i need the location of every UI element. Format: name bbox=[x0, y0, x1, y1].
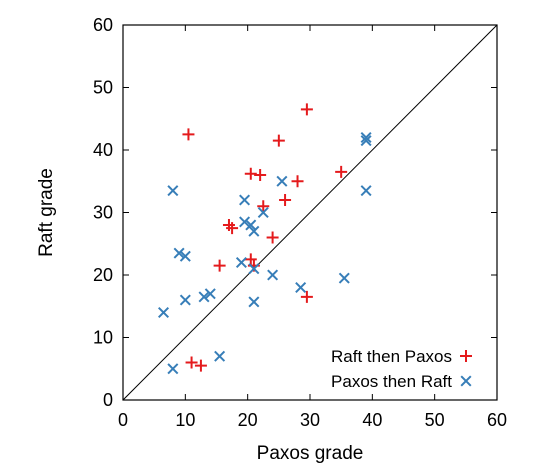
x-tick-label: 20 bbox=[238, 410, 258, 430]
data-point-raft-then-paxos bbox=[222, 219, 235, 231]
data-point-raft-then-paxos bbox=[194, 359, 207, 372]
data-point-raft-then-paxos bbox=[244, 167, 257, 180]
x-stroke-b bbox=[167, 185, 179, 197]
y-tick-label: 50 bbox=[93, 78, 113, 98]
legend-marker-glyph bbox=[460, 375, 472, 387]
data-point-raft-then-paxos bbox=[254, 169, 267, 181]
data-point-paxos-then-raft bbox=[239, 216, 251, 228]
data-point-paxos-then-raft bbox=[204, 288, 216, 300]
data-point-raft-then-paxos bbox=[300, 290, 313, 303]
data-point-paxos-then-raft bbox=[267, 269, 279, 281]
data-point-paxos-then-raft bbox=[198, 291, 210, 303]
legend-label-paxos-then-raft: Paxos then Raft bbox=[331, 372, 452, 391]
y-tick-label: 10 bbox=[93, 328, 113, 348]
data-point-raft-then-paxos bbox=[291, 175, 304, 188]
data-point-paxos-then-raft bbox=[235, 256, 247, 269]
data-point-raft-then-paxos bbox=[335, 165, 348, 178]
legend: Raft then Paxos Paxos then Raft bbox=[331, 347, 472, 391]
data-point-paxos-then-raft bbox=[248, 225, 260, 237]
x-stroke-b bbox=[179, 294, 191, 306]
data-point-paxos-then-raft bbox=[338, 272, 350, 284]
data-point-paxos-then-raft bbox=[276, 175, 288, 187]
x-stroke-b bbox=[248, 296, 260, 308]
x-tick-label: 10 bbox=[175, 410, 195, 430]
plot-frame bbox=[122, 24, 498, 401]
x-stroke-b bbox=[460, 375, 472, 387]
data-point-raft-then-paxos bbox=[257, 200, 270, 213]
data-point-paxos-then-raft bbox=[179, 294, 191, 306]
y-tick-label: 40 bbox=[93, 140, 113, 160]
data-point-paxos-then-raft bbox=[239, 194, 251, 206]
x-stroke-b bbox=[179, 250, 191, 262]
x-stroke-b bbox=[338, 272, 350, 284]
data-point-raft-then-paxos bbox=[244, 253, 257, 266]
x-tick-label: 60 bbox=[487, 410, 507, 430]
data-point-raft-then-paxos bbox=[266, 231, 279, 244]
x-tick-label: 0 bbox=[118, 410, 128, 430]
x-stroke-b bbox=[295, 281, 307, 294]
x-stroke-b bbox=[245, 219, 257, 231]
data-point-paxos-then-raft bbox=[257, 206, 269, 219]
x-stroke-b bbox=[276, 175, 288, 187]
x-stroke-b bbox=[235, 256, 247, 269]
diagonal-reference-line bbox=[122, 24, 498, 401]
x-stroke-b bbox=[360, 135, 372, 147]
x-tick-label: 30 bbox=[300, 410, 320, 430]
x-stroke-b bbox=[360, 131, 372, 144]
x-stroke-b bbox=[173, 247, 185, 259]
data-point-paxos-then-raft bbox=[360, 185, 372, 197]
y-tick-label: 60 bbox=[93, 15, 113, 35]
x-stroke-b bbox=[158, 306, 170, 319]
x-stroke-b bbox=[198, 291, 210, 303]
x-stroke-b bbox=[239, 194, 251, 206]
tick-labels: 0 10 20 30 40 50 60 0 10 20 30 40 50 60 bbox=[93, 15, 507, 430]
x-stroke-b bbox=[267, 269, 279, 281]
data-point-paxos-then-raft bbox=[167, 363, 179, 375]
data-point-paxos-then-raft bbox=[167, 185, 179, 197]
data-point-paxos-then-raft bbox=[173, 247, 185, 259]
x-stroke-b bbox=[248, 225, 260, 237]
data-point-paxos-then-raft bbox=[158, 306, 170, 319]
data-point-raft-then-paxos bbox=[272, 134, 285, 147]
x-stroke-b bbox=[360, 185, 372, 197]
x-axis-label: Paxos grade bbox=[257, 443, 364, 464]
data-point-raft-then-paxos bbox=[226, 222, 239, 235]
data-markers bbox=[158, 103, 372, 375]
data-point-paxos-then-raft bbox=[360, 131, 372, 144]
data-point-paxos-then-raft bbox=[295, 281, 307, 294]
x-stroke-b bbox=[257, 206, 269, 219]
legend-label-raft-then-paxos: Raft then Paxos bbox=[331, 347, 452, 366]
legend-marker-glyph bbox=[460, 350, 472, 362]
data-point-raft-then-paxos bbox=[185, 356, 198, 369]
y-axis-label: Raft grade bbox=[36, 168, 57, 257]
data-point-raft-then-paxos bbox=[279, 194, 292, 206]
data-point-paxos-then-raft bbox=[360, 135, 372, 147]
x-tick-label: 40 bbox=[362, 410, 382, 430]
data-point-paxos-then-raft bbox=[245, 219, 257, 231]
data-point-raft-then-paxos bbox=[182, 128, 195, 141]
y-tick-label: 0 bbox=[103, 390, 113, 410]
x-stroke-b bbox=[248, 263, 260, 275]
y-tick-label: 30 bbox=[93, 203, 113, 223]
data-point-raft-then-paxos bbox=[213, 259, 226, 272]
data-point-paxos-then-raft bbox=[214, 350, 226, 362]
x-stroke-b bbox=[239, 216, 251, 228]
x-stroke-b bbox=[204, 288, 216, 300]
data-point-raft-then-paxos bbox=[300, 103, 313, 116]
data-point-paxos-then-raft bbox=[248, 296, 260, 308]
legend-marker-plus-icon bbox=[460, 350, 472, 362]
x-tick-label: 50 bbox=[425, 410, 445, 430]
data-point-paxos-then-raft bbox=[248, 263, 260, 275]
x-stroke-b bbox=[214, 350, 226, 362]
legend-marker-x-icon bbox=[460, 375, 472, 387]
x-stroke-b bbox=[167, 363, 179, 375]
data-point-paxos-then-raft bbox=[179, 250, 191, 262]
y-tick-label: 20 bbox=[93, 265, 113, 285]
